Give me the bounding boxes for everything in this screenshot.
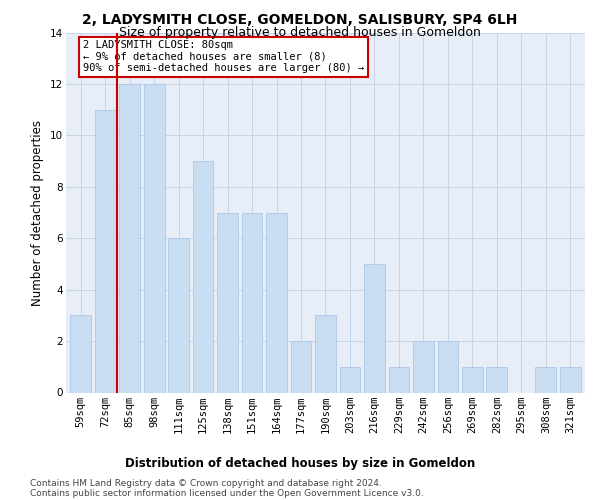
Text: Contains public sector information licensed under the Open Government Licence v3: Contains public sector information licen… [30,489,424,498]
Bar [290,341,311,392]
Bar [437,341,458,392]
Bar [217,212,238,392]
Bar [462,367,483,392]
Bar [70,316,91,392]
Bar [95,110,116,393]
Bar [242,212,262,392]
Text: 2 LADYSMITH CLOSE: 80sqm
← 9% of detached houses are smaller (8)
90% of semi-det: 2 LADYSMITH CLOSE: 80sqm ← 9% of detache… [83,40,364,74]
Text: 2, LADYSMITH CLOSE, GOMELDON, SALISBURY, SP4 6LH: 2, LADYSMITH CLOSE, GOMELDON, SALISBURY,… [82,12,518,26]
Text: Size of property relative to detached houses in Gomeldon: Size of property relative to detached ho… [119,26,481,39]
Bar [340,367,361,392]
Bar [560,367,581,392]
Bar [413,341,434,392]
Y-axis label: Number of detached properties: Number of detached properties [31,120,44,306]
Bar [535,367,556,392]
Text: Contains HM Land Registry data © Crown copyright and database right 2024.: Contains HM Land Registry data © Crown c… [30,479,382,488]
Text: Distribution of detached houses by size in Gomeldon: Distribution of detached houses by size … [125,458,475,470]
Bar [315,316,336,392]
Bar [144,84,164,392]
Bar [266,212,287,392]
Bar [119,84,140,392]
Bar [193,161,214,392]
Bar [168,238,189,392]
Bar [487,367,507,392]
Bar [364,264,385,392]
Bar [389,367,409,392]
